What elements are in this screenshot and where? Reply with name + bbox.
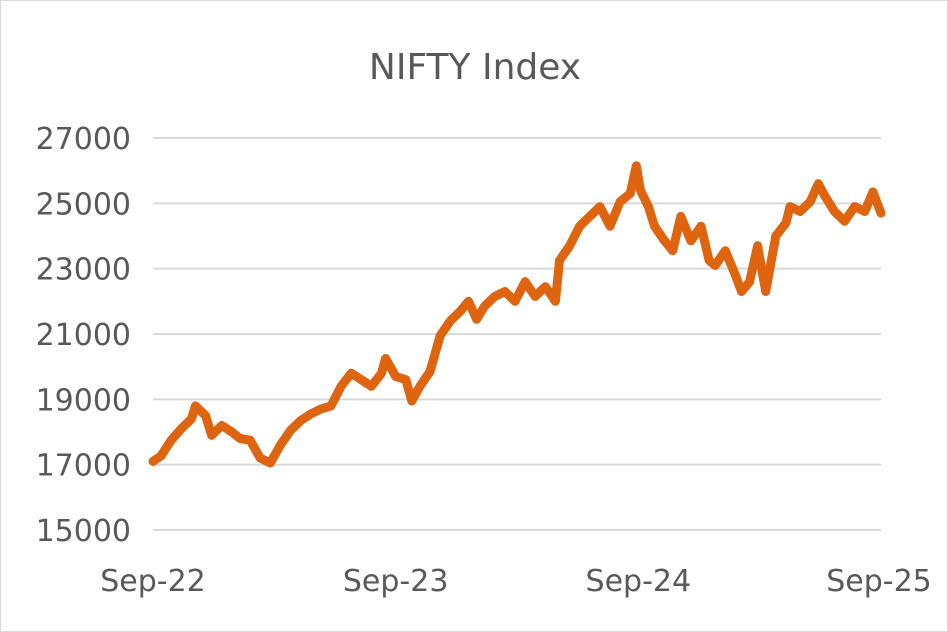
y-tick-label: 23000 <box>36 253 131 288</box>
y-tick-label: 15000 <box>36 514 131 549</box>
chart-title: NIFTY Index <box>369 47 581 88</box>
x-tick-label: Sep-25 <box>826 564 932 599</box>
y-tick-label: 17000 <box>36 449 131 484</box>
series-line-nifty <box>148 161 886 468</box>
x-tick-label: Sep-24 <box>586 564 692 599</box>
y-tick-label: 27000 <box>36 122 131 157</box>
y-tick-label: 19000 <box>36 383 131 418</box>
y-tick-label: 21000 <box>36 318 131 353</box>
x-tick-label: Sep-23 <box>343 564 449 599</box>
y-tick-label: 25000 <box>36 187 131 222</box>
x-tick-label: Sep-22 <box>100 564 206 599</box>
